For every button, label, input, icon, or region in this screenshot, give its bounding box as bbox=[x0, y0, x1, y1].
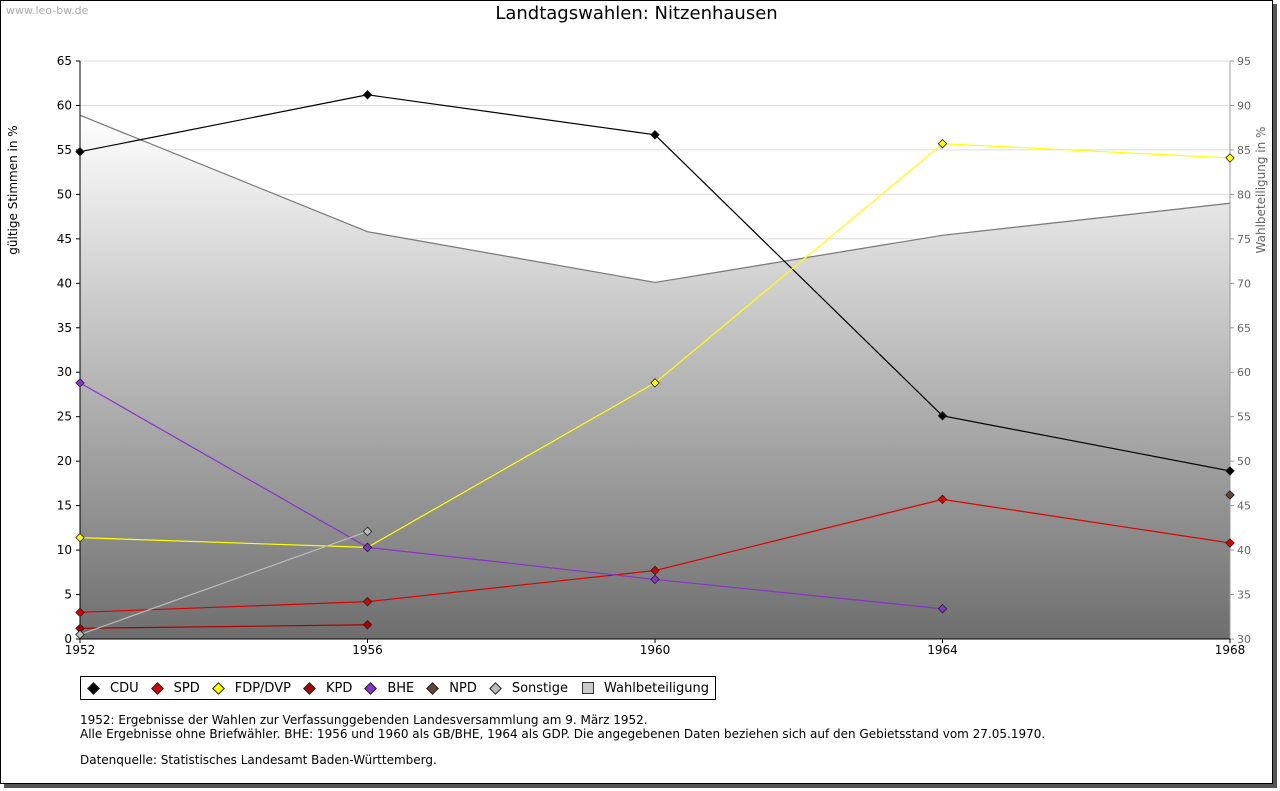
y-tick-label: 50 bbox=[57, 187, 72, 201]
data-point-fdp-dvp bbox=[1225, 153, 1235, 163]
legend-label: CDU bbox=[110, 680, 139, 696]
y2-tick-label: 70 bbox=[1237, 277, 1251, 290]
y-tick-label: 45 bbox=[57, 232, 72, 246]
legend-label: NPD bbox=[449, 680, 477, 696]
data-point-spd bbox=[75, 607, 85, 618]
y-tick-label: 40 bbox=[57, 276, 72, 290]
series-line-sonstige bbox=[79, 530, 368, 636]
y2-tick-label: 45 bbox=[1237, 500, 1251, 513]
legend-label: Sonstige bbox=[511, 680, 569, 696]
note-line: 1952: Ergebnisse der Wahlen zur Verfassu… bbox=[80, 713, 648, 727]
y2-tick-label: 35 bbox=[1237, 589, 1251, 602]
data-point-sonstige bbox=[75, 629, 85, 640]
series-line-bhe bbox=[79, 382, 943, 610]
y2-tick-label: 40 bbox=[1237, 544, 1251, 557]
x-tick-label: 1956 bbox=[352, 643, 383, 657]
y-tick-label: 5 bbox=[64, 588, 72, 602]
y-axis-label: gültige Stimmen in % bbox=[6, 125, 20, 254]
y-tick-label: 15 bbox=[57, 499, 72, 513]
legend-item: Wahlbeteiligung bbox=[582, 681, 709, 696]
y-tick-label: 10 bbox=[57, 543, 72, 557]
legend-marker bbox=[582, 682, 595, 694]
x-tick-label: 1968 bbox=[1215, 643, 1246, 657]
data-point-bhe bbox=[937, 604, 948, 614]
series-line-kpd bbox=[79, 624, 368, 629]
chart-title: Landtagswahlen: Nitzenhausen bbox=[495, 3, 778, 24]
data-point-fdp-dvp bbox=[650, 378, 660, 388]
legend-marker bbox=[150, 681, 164, 695]
y-tick-label: 60 bbox=[57, 98, 72, 112]
legend-item: KPD bbox=[303, 680, 353, 696]
legend-marker bbox=[211, 681, 225, 695]
watermark: www.leo-bw.de bbox=[6, 4, 89, 17]
y2-tick-label: 65 bbox=[1237, 322, 1251, 335]
y2-tick-label: 50 bbox=[1237, 455, 1251, 468]
legend-marker bbox=[303, 681, 316, 695]
y-tick-label: 65 bbox=[57, 54, 72, 68]
legend-item: FDP/DVP bbox=[211, 680, 291, 696]
legend-marker bbox=[426, 681, 440, 695]
source-note: Datenquelle: Statistisches Landesamt Bad… bbox=[80, 753, 437, 767]
data-point-bhe bbox=[75, 378, 85, 388]
x-tick-label: 1960 bbox=[640, 643, 671, 657]
legend-marker bbox=[364, 681, 378, 695]
data-point-npd bbox=[1225, 490, 1235, 500]
y-tick-label: 0 bbox=[64, 632, 72, 646]
x-tick-label: 1964 bbox=[927, 643, 958, 657]
turnout-area bbox=[80, 115, 1230, 639]
y2-tick-label: 80 bbox=[1237, 188, 1251, 201]
data-point-cdu bbox=[650, 130, 660, 140]
x-tick-label: 1952 bbox=[65, 643, 96, 657]
legend-item: NPD bbox=[426, 680, 477, 696]
y2-tick-label: 85 bbox=[1237, 144, 1251, 157]
y2-axis-label: Wahlbeteiligung in % bbox=[1254, 127, 1268, 254]
data-point-fdp-dvp bbox=[75, 532, 85, 543]
data-point-bhe bbox=[650, 574, 660, 585]
note-line: Alle Ergebnisse ohne Briefwähler. BHE: 1… bbox=[80, 727, 1046, 741]
legend-marker bbox=[87, 681, 100, 695]
data-point-bhe bbox=[362, 542, 373, 553]
data-point-kpd bbox=[362, 620, 373, 630]
chart-legend: CDU SPD FDP/DVP KPD BHE NPD Sonstige Wahlbeteil… bbox=[80, 676, 717, 700]
y2-tick-label: 90 bbox=[1237, 99, 1251, 112]
y2-tick-label: 55 bbox=[1237, 411, 1251, 424]
y2-tick-label: 60 bbox=[1237, 366, 1251, 379]
y-tick-label: 55 bbox=[57, 143, 72, 157]
y-tick-label: 35 bbox=[57, 321, 72, 335]
legend-marker bbox=[488, 681, 502, 695]
data-point-spd bbox=[362, 596, 373, 607]
data-point-spd bbox=[1225, 538, 1235, 548]
legend-item: SPD bbox=[150, 680, 200, 696]
y2-tick-label: 30 bbox=[1237, 633, 1251, 646]
legend-item: BHE bbox=[364, 680, 415, 696]
data-point-spd bbox=[937, 494, 948, 505]
data-point-fdp-dvp bbox=[937, 138, 948, 149]
y-tick-label: 25 bbox=[57, 410, 72, 424]
data-point-cdu bbox=[75, 146, 85, 157]
legend-label: FDP/DVP bbox=[234, 680, 291, 696]
legend-label: KPD bbox=[325, 680, 353, 696]
legend-item: Sonstige bbox=[488, 680, 569, 696]
y2-tick-label: 75 bbox=[1237, 233, 1251, 246]
legend-label: Wahlbeteiligung bbox=[604, 680, 710, 696]
chart-notes: 1952: Ergebnisse der Wahlen zur Verfassu… bbox=[80, 713, 1045, 767]
y-tick-label: 20 bbox=[57, 454, 72, 468]
data-point-cdu bbox=[362, 90, 373, 100]
data-point-cdu bbox=[1225, 466, 1235, 476]
y-tick-label: 30 bbox=[57, 365, 72, 379]
legend-item: CDU bbox=[87, 680, 139, 696]
data-point-cdu bbox=[937, 411, 948, 421]
turnout-line bbox=[79, 114, 1231, 284]
legend-label: SPD bbox=[173, 680, 200, 696]
y2-tick-label: 95 bbox=[1237, 55, 1251, 68]
data-point-sonstige bbox=[362, 526, 373, 537]
legend-label: BHE bbox=[387, 680, 415, 696]
